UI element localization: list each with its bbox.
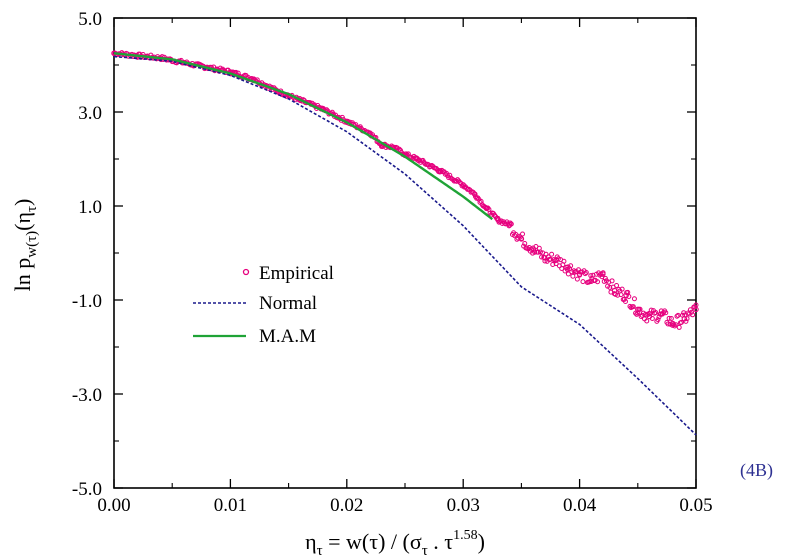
data-point — [637, 306, 643, 312]
data-point — [614, 283, 620, 289]
data-point — [532, 249, 538, 255]
data-point — [508, 221, 514, 227]
data-point — [630, 304, 636, 310]
data-point — [565, 271, 571, 277]
data-point — [574, 276, 580, 282]
data-point — [568, 263, 574, 269]
x-tick-label: 0.00 — [97, 495, 130, 516]
legend: Empirical Normal M.A.M — [193, 263, 334, 347]
data-point — [653, 309, 659, 315]
data-point — [602, 275, 608, 281]
data-point — [471, 191, 477, 197]
data-point — [627, 303, 633, 309]
data-point — [542, 258, 548, 264]
data-point — [619, 286, 625, 292]
data-point — [457, 179, 463, 185]
series-empirical — [111, 50, 699, 330]
data-point — [655, 317, 661, 323]
plot-area — [113, 17, 697, 489]
data-point — [588, 273, 594, 279]
data-point — [643, 311, 649, 317]
y-axis-label: ln pw(τ)(ητ) — [10, 199, 40, 292]
data-point — [678, 319, 684, 325]
axis-ticks — [113, 17, 697, 489]
legend-label-normal: Normal — [259, 293, 317, 314]
data-point — [553, 261, 559, 267]
data-point — [403, 151, 409, 157]
series-line-m-a-m — [113, 52, 494, 221]
y-tick-label: -1.0 — [72, 291, 102, 312]
x-tick-label: 0.05 — [679, 495, 712, 516]
data-point — [626, 294, 632, 300]
x-tick-label: 0.03 — [447, 495, 480, 516]
data-point — [561, 258, 567, 264]
data-point — [507, 220, 513, 226]
series-line-normal — [113, 55, 697, 436]
data-point — [615, 292, 621, 298]
data-point — [649, 315, 655, 321]
data-point — [601, 278, 607, 284]
data-point — [673, 322, 679, 328]
data-point — [668, 316, 674, 322]
x-axis-label: ητ = w(τ) / (στ . τ1.58) — [305, 528, 485, 558]
plot-frame — [113, 17, 697, 489]
x-tick-label: 0.04 — [563, 495, 597, 516]
data-point — [396, 146, 402, 152]
data-point — [622, 298, 628, 304]
data-point — [447, 172, 453, 178]
data-point — [552, 258, 558, 264]
data-point — [690, 312, 696, 318]
legend-marker-empirical — [242, 268, 250, 276]
data-point — [405, 151, 411, 157]
x-tick-label: 0.01 — [214, 495, 247, 516]
data-point — [644, 318, 650, 324]
x-tick-label: 0.02 — [330, 495, 363, 516]
data-point — [583, 270, 589, 276]
data-point — [656, 314, 662, 320]
data-point — [693, 302, 699, 308]
y-tick-label: -5.0 — [72, 479, 102, 500]
data-point — [618, 292, 624, 298]
data-point — [631, 296, 637, 302]
data-point — [684, 316, 690, 322]
data-point — [518, 236, 524, 242]
data-point — [520, 231, 526, 237]
data-point — [564, 267, 570, 273]
data-point — [687, 307, 693, 313]
data-point — [638, 313, 644, 319]
data-point — [663, 310, 669, 316]
data-point — [548, 256, 553, 262]
data-point — [689, 309, 695, 315]
panel-label: (4B) — [740, 460, 773, 481]
data-point — [600, 270, 606, 276]
data-point — [587, 279, 593, 285]
data-point — [580, 279, 586, 285]
data-point — [683, 318, 689, 324]
y-tick-label: 1.0 — [78, 197, 102, 218]
data-point — [607, 284, 613, 290]
data-point — [672, 323, 678, 329]
legend-label-mam: M.A.M — [259, 326, 316, 347]
data-point — [582, 271, 588, 277]
data-point — [549, 251, 555, 257]
tick-labels: 0.00 0.01 0.02 0.03 0.04 0.05 5.0 3.0 1.0 -1.0 -3.… — [72, 9, 713, 516]
data-point — [648, 307, 654, 313]
y-tick-label: -3.0 — [72, 385, 102, 406]
data-point — [498, 218, 504, 224]
data-point — [665, 321, 671, 327]
y-tick-label: 3.0 — [78, 103, 102, 124]
y-tick-label: 5.0 — [78, 9, 102, 30]
data-point — [680, 312, 686, 318]
data-point — [551, 257, 557, 263]
data-point — [633, 310, 639, 316]
data-point — [522, 241, 528, 247]
series-layer — [111, 50, 699, 436]
legend-label-empirical: Empirical — [259, 263, 334, 284]
data-point — [666, 315, 672, 321]
data-point — [609, 278, 615, 284]
data-point — [570, 273, 576, 279]
data-point — [595, 279, 601, 285]
data-point — [676, 324, 682, 330]
